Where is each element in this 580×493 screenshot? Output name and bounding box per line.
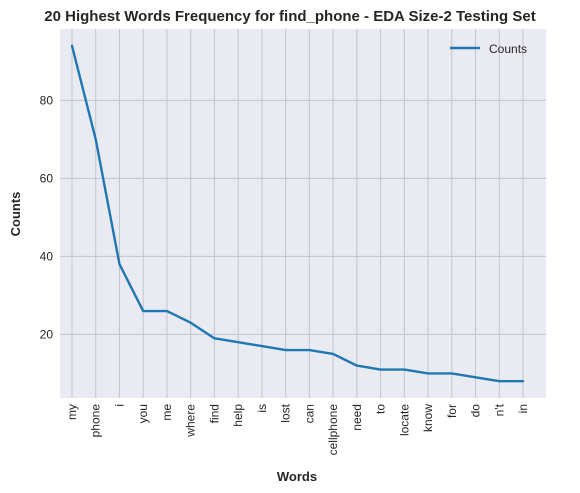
x-tick-label: me [160, 404, 174, 421]
x-tick-label: in [516, 404, 530, 413]
x-tick-label: cellphone [326, 404, 340, 456]
y-tick-label: 80 [40, 93, 54, 107]
x-tick-label: i [112, 404, 126, 407]
x-tick-label: my [65, 404, 79, 420]
chart-title: 20 Highest Words Frequency for find_phon… [44, 8, 535, 25]
x-tick-label: lost [279, 403, 293, 422]
x-tick-label: know [421, 404, 435, 432]
y-tick-label: 60 [40, 171, 54, 185]
gridlines [60, 29, 546, 398]
legend: Counts [450, 42, 527, 56]
x-tick-labels: my phone i you me where find help is lost can cellp… [65, 403, 530, 455]
x-tick-label: you [136, 404, 150, 423]
series-line-counts [70, 44, 525, 383]
legend-label-counts: Counts [489, 42, 527, 56]
x-tick-label: help [231, 404, 245, 427]
x-tick-label: is [255, 404, 269, 413]
x-tick-label: n't [492, 403, 506, 416]
x-tick-label: find [207, 404, 221, 423]
y-tick-label: 20 [40, 327, 54, 341]
x-axis-label: Words [277, 469, 317, 484]
x-tick-label: to [374, 404, 388, 414]
y-tick-label: 40 [40, 249, 54, 263]
x-tick-label: phone [89, 404, 103, 438]
y-tick-labels: 20 40 60 80 [40, 93, 54, 341]
y-axis-label: Counts [8, 192, 23, 237]
plot-area [60, 29, 546, 398]
x-tick-label: locate [397, 404, 411, 436]
x-tick-label: can [302, 404, 316, 423]
x-tick-label: do [469, 404, 483, 418]
x-tick-label: for [445, 404, 459, 418]
x-tick-label: need [350, 404, 364, 431]
x-tick-label: where [184, 404, 198, 438]
